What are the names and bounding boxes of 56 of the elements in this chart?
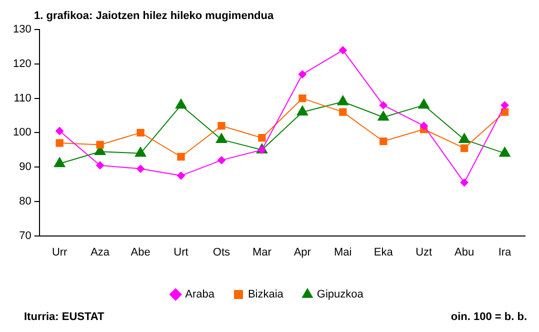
legend-label: Araba (185, 288, 216, 301)
x-tick-label: Ots (212, 246, 231, 258)
point (379, 101, 388, 110)
x-tick-label: Mar (252, 246, 272, 258)
point (337, 95, 348, 106)
y-tick-label: 70 (19, 230, 32, 242)
point (339, 108, 347, 116)
point (460, 144, 468, 152)
point (460, 178, 468, 187)
point (258, 134, 266, 142)
x-tick-label: Aza (90, 246, 110, 258)
x-tick-label: Urr (52, 246, 68, 258)
point (338, 46, 347, 54)
text: oin. 100 = b. b. (450, 311, 527, 323)
point (96, 161, 104, 170)
point (218, 122, 226, 130)
point (177, 152, 185, 161)
y-tick-label: 110 (14, 92, 32, 104)
point (458, 133, 470, 144)
point (298, 94, 306, 102)
point (499, 146, 510, 157)
point (298, 70, 306, 78)
point (177, 172, 185, 180)
y-tick-label: 90 (19, 161, 32, 174)
x-tick-label: Apr (294, 246, 312, 258)
point (56, 139, 64, 147)
y-tick-label: 80 (19, 195, 32, 208)
legend-label: Gipuzkoa (316, 288, 364, 301)
point (216, 133, 228, 144)
point (134, 146, 146, 157)
y-tick-label: 100 (12, 126, 32, 139)
point (54, 157, 66, 168)
point (136, 164, 145, 173)
text: Iturria: EUSTAT (24, 311, 104, 323)
x-tick-label: Eka (374, 246, 394, 258)
point (56, 126, 64, 135)
y-tick-label: 130 (12, 24, 32, 36)
point (296, 106, 308, 116)
point (380, 137, 388, 146)
point (500, 101, 509, 110)
point (96, 140, 104, 149)
point (217, 156, 226, 164)
x-tick-label: Uzt (416, 246, 432, 258)
x-tick-label: Abe (130, 246, 150, 258)
point (378, 110, 389, 121)
point (136, 128, 144, 137)
x-tick-label: Urt (174, 246, 188, 258)
point (418, 98, 430, 109)
x-tick-label: Abu (454, 246, 474, 258)
point (175, 98, 187, 109)
x-tick-label: Ira (498, 246, 512, 258)
y-tick-label: 120 (12, 58, 32, 70)
chart-title: 1. grafikoa: Jaiotzen hilez hileko mugimendua (34, 10, 274, 22)
legend-label: Bizkaia (248, 288, 284, 301)
point (420, 122, 428, 130)
x-tick-label: Mai (334, 246, 352, 258)
